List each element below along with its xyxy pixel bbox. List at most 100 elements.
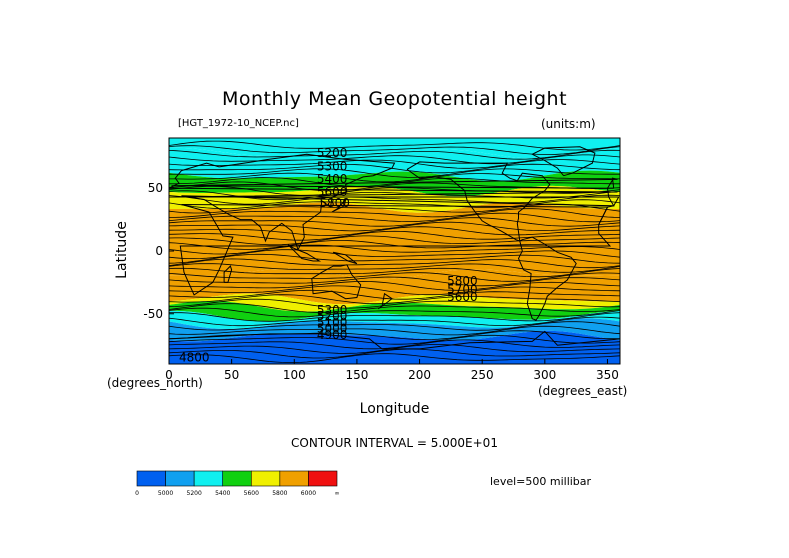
x-axis-ticks: 0 50 100 150 200 250 300 350 bbox=[165, 359, 619, 382]
colorbar-swatch bbox=[279, 470, 309, 487]
contour-line bbox=[169, 194, 620, 205]
contour-label: 5600 bbox=[447, 290, 478, 304]
x-tick-label: 50 bbox=[224, 368, 239, 382]
coastline bbox=[287, 244, 322, 262]
contour-line bbox=[169, 258, 620, 269]
contour-band bbox=[169, 318, 620, 342]
colorbar: 0 5000 5200 5400 5600 5800 6000 ∞ bbox=[135, 470, 340, 497]
contour-band bbox=[169, 268, 620, 305]
contour-band bbox=[169, 202, 620, 280]
colorbar-label: 5000 bbox=[158, 490, 173, 497]
colorbar-swatch bbox=[222, 470, 252, 487]
contour-label: 5600 bbox=[317, 185, 348, 199]
contour-lines bbox=[169, 140, 620, 363]
coastline bbox=[331, 197, 347, 213]
level-text: level=500 millibar bbox=[490, 475, 592, 488]
contour-labels: 5200530054005600580058005700560053005200… bbox=[179, 146, 478, 364]
units-label: (units:m) bbox=[541, 117, 596, 131]
contour-line bbox=[169, 339, 620, 350]
contour-line bbox=[169, 348, 620, 359]
contour-line bbox=[169, 325, 620, 336]
x-axis-label: Longitude bbox=[359, 401, 430, 417]
contour-band bbox=[169, 185, 620, 213]
x-tick-label: 100 bbox=[283, 368, 306, 382]
contour-line bbox=[169, 154, 620, 165]
x-unit-note: (degrees_east) bbox=[538, 384, 628, 398]
contour-line bbox=[169, 280, 620, 291]
contour-line bbox=[169, 177, 620, 187]
file-label: [HGT_1972-10_NCEP.nc] bbox=[178, 118, 299, 129]
contour-line bbox=[169, 267, 620, 278]
coastline bbox=[169, 153, 618, 252]
contour-label: 5100 bbox=[317, 315, 348, 329]
colorbar-swatch bbox=[193, 470, 224, 487]
coastline bbox=[223, 265, 233, 283]
colorbar-label: 5400 bbox=[215, 490, 230, 497]
contour-line bbox=[169, 307, 620, 318]
contour-line bbox=[169, 253, 620, 264]
coastline bbox=[377, 292, 393, 310]
contour-line bbox=[169, 230, 620, 241]
contour-interval-text: CONTOUR INTERVAL = 5.000E+01 bbox=[291, 436, 498, 450]
contour-line bbox=[169, 272, 620, 282]
y-tick-label: 50 bbox=[148, 181, 163, 195]
contour-label: 5400 bbox=[317, 172, 348, 186]
colorbar-swatch bbox=[250, 470, 281, 487]
colorbar-label: 5200 bbox=[187, 490, 202, 497]
contour-line bbox=[169, 353, 620, 363]
contour-line bbox=[169, 312, 620, 322]
coastline bbox=[311, 264, 362, 300]
chart-title: Monthly Mean Geopotential height bbox=[221, 88, 568, 110]
contour-label: 5300 bbox=[317, 303, 348, 317]
contour-line bbox=[169, 163, 620, 174]
contour-line bbox=[169, 263, 620, 273]
contour-line bbox=[169, 294, 620, 305]
x-tick-label: 350 bbox=[596, 368, 619, 382]
contour-line bbox=[169, 172, 620, 183]
coastline bbox=[332, 251, 358, 265]
contour-line bbox=[169, 217, 620, 227]
x-tick-label: 300 bbox=[533, 368, 556, 382]
coastline bbox=[169, 330, 620, 350]
y-tick-label: -50 bbox=[143, 307, 163, 321]
y-unit-note: (degrees_north) bbox=[107, 376, 203, 390]
contour-line bbox=[169, 289, 620, 300]
coastline bbox=[406, 161, 551, 242]
contour-label: 5800 bbox=[319, 196, 350, 210]
contour-line bbox=[169, 235, 620, 246]
contour-line bbox=[169, 276, 620, 287]
contour-label: 4800 bbox=[179, 350, 210, 364]
colorbar-swatch bbox=[308, 470, 338, 487]
x-tick-label: 250 bbox=[471, 368, 494, 382]
contour-line bbox=[169, 316, 620, 327]
coastlines bbox=[169, 146, 620, 350]
colorbar-label: 0 bbox=[135, 490, 139, 497]
contour-line bbox=[169, 226, 620, 236]
x-tick-label: 0 bbox=[165, 368, 173, 382]
contour-label: 4900 bbox=[317, 328, 348, 342]
x-tick-label: 150 bbox=[345, 368, 368, 382]
x-tick-label: 200 bbox=[408, 368, 431, 382]
coastline bbox=[179, 204, 612, 296]
colorbar-label: 5600 bbox=[244, 490, 259, 497]
y-tick-label: 0 bbox=[155, 244, 163, 258]
contour-label: 5000 bbox=[317, 322, 348, 336]
contour-line bbox=[169, 149, 620, 160]
contour-band bbox=[169, 138, 620, 159]
contour-label: 5800 bbox=[447, 274, 478, 288]
coastline bbox=[598, 177, 620, 225]
contour-label: 5300 bbox=[317, 160, 348, 174]
contour-label: 5200 bbox=[317, 309, 348, 323]
contour-line bbox=[169, 145, 620, 155]
contour-line bbox=[169, 303, 620, 313]
contour-line bbox=[169, 159, 620, 169]
contour-label: 5700 bbox=[447, 283, 478, 297]
contour-line bbox=[169, 208, 620, 218]
contour-line bbox=[169, 244, 620, 255]
contour-line bbox=[169, 321, 620, 331]
coastline bbox=[517, 236, 577, 321]
colorbar-label: 6000 bbox=[301, 490, 316, 497]
contour-band bbox=[169, 293, 620, 312]
contour-line bbox=[169, 334, 620, 345]
